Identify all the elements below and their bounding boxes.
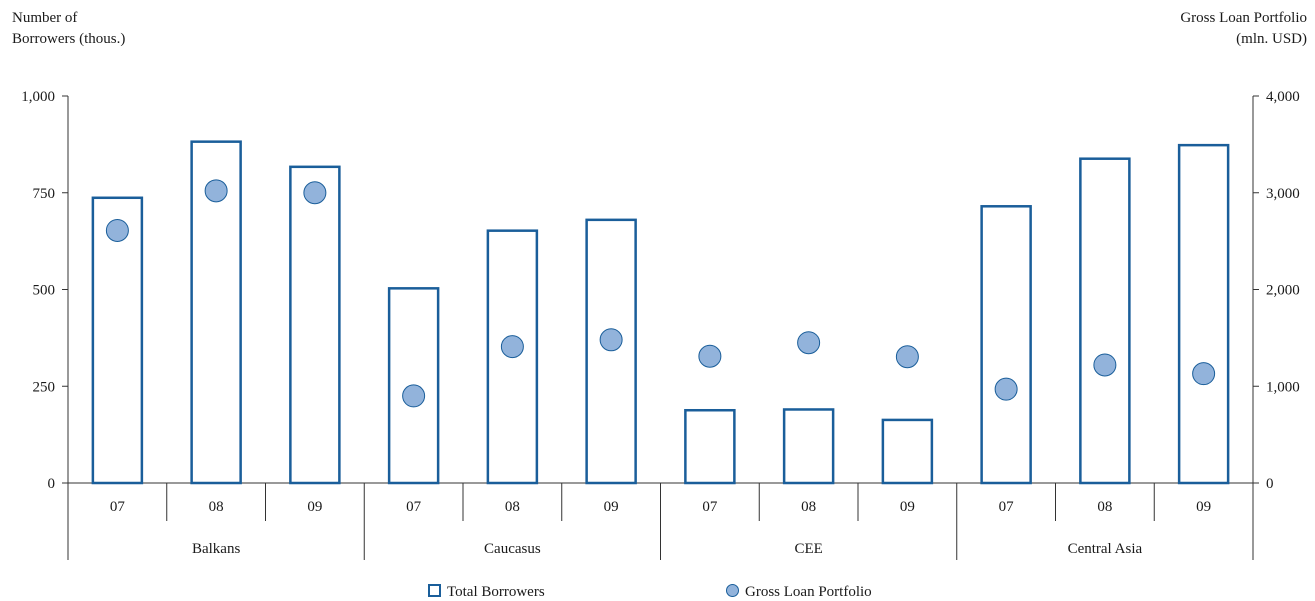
right-tick-label: 1,000: [1266, 379, 1300, 395]
x-tick-label: 09: [604, 499, 619, 515]
legend-item-total-borrowers: Total Borrowers: [428, 583, 545, 601]
right-tick-label: 4,000: [1266, 89, 1300, 105]
bar-total-borrowers: [782, 408, 835, 485]
legend-label-total-borrowers: Total Borrowers: [447, 584, 545, 600]
bar-total-borrowers: [684, 408, 736, 485]
left-tick-label: 750: [33, 186, 56, 202]
chart-canvas: 1,000 750 500 250 0 4,000 3,000 2,000 1,000 0 07 08…: [21, 89, 1300, 560]
bar-total-borrowers: [91, 196, 144, 485]
legend-item-gross-loan-portfolio: Gross Loan Portfolio: [726, 583, 872, 601]
bar-total-borrowers: [980, 205, 1032, 485]
x-tick-label: 08: [801, 499, 816, 515]
left-tick-label: 500: [33, 283, 56, 299]
point-gross-loan-portfolio: [1093, 353, 1117, 377]
right-axis-title: Gross Loan Portfolio (mln. USD): [1180, 10, 1307, 47]
x-tick-label: 08: [1097, 499, 1112, 515]
x-tick-label: 09: [900, 499, 915, 515]
point-gross-loan-portfolio: [402, 384, 426, 408]
right-tick-label: 3,000: [1266, 186, 1300, 202]
x-tick-label: 07: [702, 499, 718, 515]
bar-total-borrowers: [881, 418, 934, 485]
legend-label-gross-loan-portfolio: Gross Loan Portfolio: [745, 584, 872, 600]
point-gross-loan-portfolio: [204, 179, 228, 203]
left-axis-title: Number of Borrowers (thous.): [12, 10, 126, 47]
right-tick-label: 2,000: [1266, 283, 1300, 299]
legend-swatch-bar: [428, 584, 441, 597]
x-tick-label: 07: [406, 499, 422, 515]
legend: Total Borrowers Gross Loan Portfolio: [0, 583, 1315, 601]
bar-total-borrowers: [1079, 157, 1131, 485]
group-label: Caucasus: [484, 541, 541, 557]
x-tick-label: 07: [999, 499, 1015, 515]
point-gross-loan-portfolio: [1192, 362, 1216, 386]
legend-swatch-dot: [726, 584, 739, 597]
bar-total-borrowers: [585, 218, 637, 485]
point-gross-loan-portfolio: [599, 328, 623, 352]
left-tick-label: 0: [48, 476, 56, 492]
point-gross-loan-portfolio: [698, 344, 722, 368]
x-tick-label: 08: [505, 499, 520, 515]
x-tick-label: 07: [110, 499, 126, 515]
group-label: Central Asia: [1068, 541, 1143, 557]
bar-total-borrowers: [1177, 143, 1230, 485]
point-gross-loan-portfolio: [895, 345, 919, 369]
group-label: Balkans: [192, 541, 240, 557]
left-tick-label: 250: [33, 379, 56, 395]
x-tick-label: 09: [1196, 499, 1211, 515]
x-tick-label: 08: [209, 499, 224, 515]
point-gross-loan-portfolio: [994, 377, 1018, 401]
point-gross-loan-portfolio: [500, 335, 524, 359]
bar-total-borrowers: [289, 165, 341, 485]
right-tick-label: 0: [1266, 476, 1274, 492]
group-label: CEE: [794, 541, 822, 557]
point-gross-loan-portfolio: [303, 181, 327, 205]
x-tick-label: 09: [307, 499, 322, 515]
point-gross-loan-portfolio: [797, 331, 821, 355]
point-gross-loan-portfolio: [105, 218, 129, 242]
left-tick-label: 1,000: [21, 89, 55, 105]
